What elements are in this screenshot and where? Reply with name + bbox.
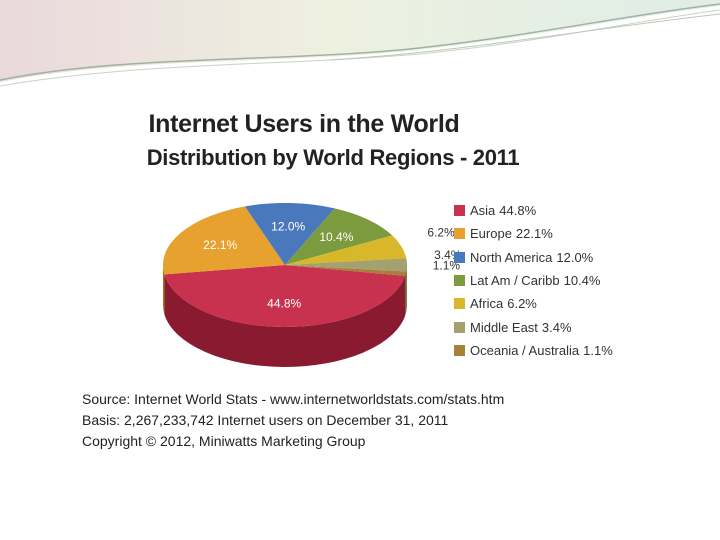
basis-text: Basis: 2,267,233,742 Internet users on D… bbox=[82, 412, 449, 428]
legend-label: Europe bbox=[470, 226, 512, 242]
legend-item-africa: Africa 6.2% bbox=[454, 296, 537, 312]
chart-subtitle: Distribution by World Regions - 2011 bbox=[146, 145, 520, 170]
legend-value: 10.4% bbox=[563, 272, 601, 288]
legend-swatch bbox=[454, 228, 465, 240]
legend-label: Africa bbox=[470, 296, 504, 312]
pie-label-oceania-australia: 1.1% bbox=[433, 259, 461, 273]
source-text: Source: Internet World Stats - www.inter… bbox=[82, 391, 505, 407]
pie-side-europe bbox=[163, 265, 165, 315]
legend-swatch bbox=[454, 205, 465, 216]
slide-header-swoosh bbox=[0, 0, 720, 87]
legend-value: 12.0% bbox=[556, 249, 594, 265]
legend-label: North America bbox=[470, 249, 553, 265]
legend-value: 6.2% bbox=[507, 296, 537, 312]
legend-label: Lat Am / Caribb bbox=[470, 272, 560, 288]
copyright-text: Copyright © 2012, Miniwatts Marketing Gr… bbox=[82, 433, 366, 449]
chart-image: Internet Users in the World Distribution… bbox=[80, 100, 632, 452]
legend-label: Oceania / Australia bbox=[470, 342, 580, 358]
legend-swatch bbox=[454, 298, 465, 310]
pie-side-oceania-australia bbox=[405, 271, 407, 316]
pie-side-middle-east bbox=[406, 265, 407, 312]
pie-label-africa: 6.2% bbox=[427, 225, 455, 239]
legend-swatch bbox=[454, 344, 465, 356]
legend-swatch bbox=[454, 251, 465, 263]
pie-label-layer: 44.8%22.1%12.0%10.4% 6.2%3.4%1.1% bbox=[203, 220, 462, 311]
pie-slice-africa bbox=[285, 235, 407, 265]
legend-value: 44.8% bbox=[499, 203, 537, 218]
pie-top-layer bbox=[163, 203, 407, 327]
legend-label: Asia bbox=[470, 203, 496, 218]
pie-slice-lat-am-caribb bbox=[285, 208, 393, 265]
pie-label-lat-am-caribb: 10.4% bbox=[319, 230, 353, 244]
legend-item-north-america: North America 12.0% bbox=[454, 250, 593, 266]
pie-label-europe: 22.1% bbox=[203, 238, 237, 252]
legend-item-middle-east: Middle East 3.4% bbox=[454, 320, 572, 336]
legend-item-lat-am-caribb: Lat Am / Caribb 10.4% bbox=[454, 273, 600, 289]
legend-item-asia: Asia 44.8% bbox=[454, 203, 536, 219]
legend-value: 1.1% bbox=[583, 342, 613, 358]
pie-side-asia bbox=[164, 274, 406, 367]
legend-label: Middle East bbox=[470, 319, 538, 335]
pie-slice-europe bbox=[163, 206, 285, 275]
pie-slice-north-america bbox=[244, 203, 335, 265]
legend-value: 22.1% bbox=[515, 226, 553, 242]
legend-item-europe: Europe 22.1% bbox=[454, 226, 553, 242]
pie-chart: 44.8%22.1%12.0%10.4% 6.2%3.4%1.1% bbox=[163, 203, 462, 367]
pie-slice-oceania-australia bbox=[285, 265, 407, 276]
legend-swatch bbox=[454, 274, 465, 286]
pie-slice-asia bbox=[164, 265, 406, 327]
pie-label-asia: 44.8% bbox=[267, 296, 301, 310]
legend-value: 3.4% bbox=[541, 319, 572, 335]
legend-swatch bbox=[454, 321, 465, 333]
legend-item-oceania-australia: Oceania / Australia 1.1% bbox=[454, 343, 613, 359]
pie-slice-middle-east bbox=[285, 258, 407, 272]
pie-label-north-america: 12.0% bbox=[271, 220, 305, 234]
pie-side-layer bbox=[163, 265, 407, 367]
chart-title: Internet Users in the World bbox=[148, 110, 460, 138]
